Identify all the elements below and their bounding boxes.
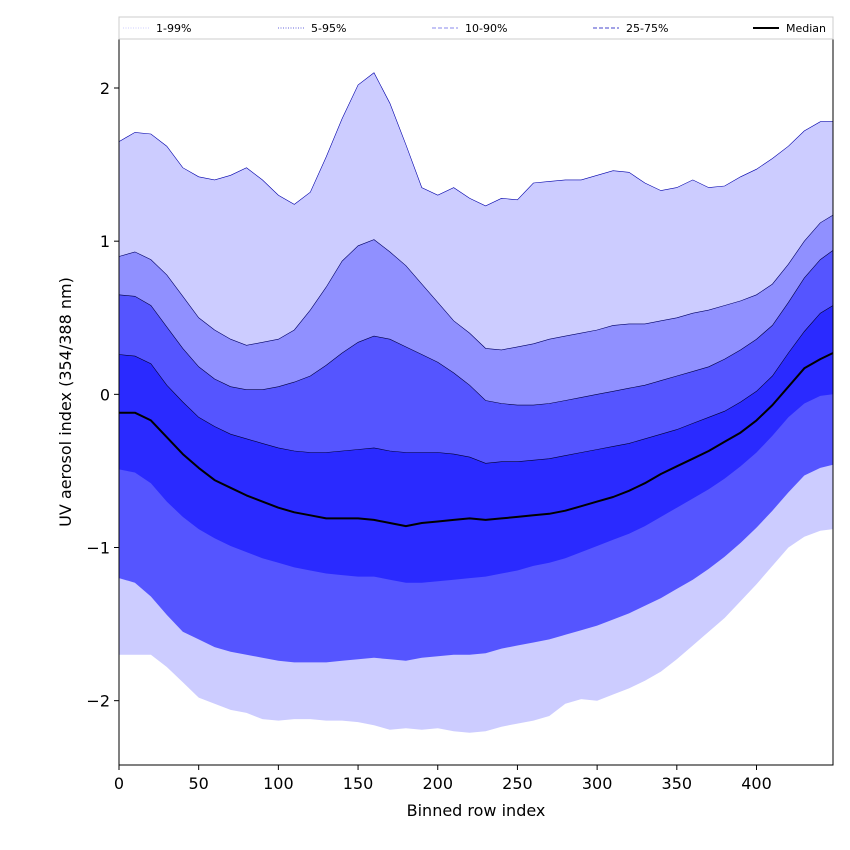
x-axis: 0 50 100 150 200 250 300 350 400: [114, 765, 772, 793]
y-axis-label: UV aerosol index (354/388 nm): [56, 277, 75, 527]
y-tick-label: 1: [100, 232, 110, 251]
legend-label: 25-75%: [626, 22, 668, 35]
x-tick-label: 100: [263, 774, 294, 793]
x-tick-label: 400: [741, 774, 772, 793]
legend-label: 10-90%: [465, 22, 507, 35]
percentile-bands: [118, 72, 834, 733]
median-line: [119, 352, 834, 528]
y-axis: −2 −1 0 1 2: [86, 79, 119, 711]
x-axis-label: Binned row index: [407, 801, 546, 820]
legend-box: [118, 16, 834, 40]
y-tick-label: 2: [100, 79, 110, 98]
x-tick-label: 50: [189, 774, 209, 793]
y-tick-label: −1: [86, 539, 110, 558]
x-tick-label: 350: [662, 774, 693, 793]
band-10-90pct-upper-edge: [118, 250, 834, 406]
band-1-99pct-upper-edge: [118, 72, 833, 207]
band-25-75pct-upper-edge: [118, 305, 834, 464]
band-5-95pct-upper-edge: [118, 214, 834, 351]
legend-label: 1-99%: [156, 22, 191, 35]
x-tick-label: 0: [114, 774, 124, 793]
legend-label: 5-95%: [311, 22, 346, 35]
legend-label: Median: [786, 22, 826, 35]
x-tick-label: 150: [343, 774, 374, 793]
median-layer: [119, 352, 834, 528]
x-tick-label: 300: [582, 774, 613, 793]
x-tick-label: 200: [422, 774, 453, 793]
legend: 1-99% 5-95% 10-90% 25-75% Median: [118, 16, 834, 40]
y-tick-label: −2: [86, 692, 110, 711]
x-tick-label: 250: [502, 774, 533, 793]
y-tick-label: 0: [100, 385, 110, 404]
